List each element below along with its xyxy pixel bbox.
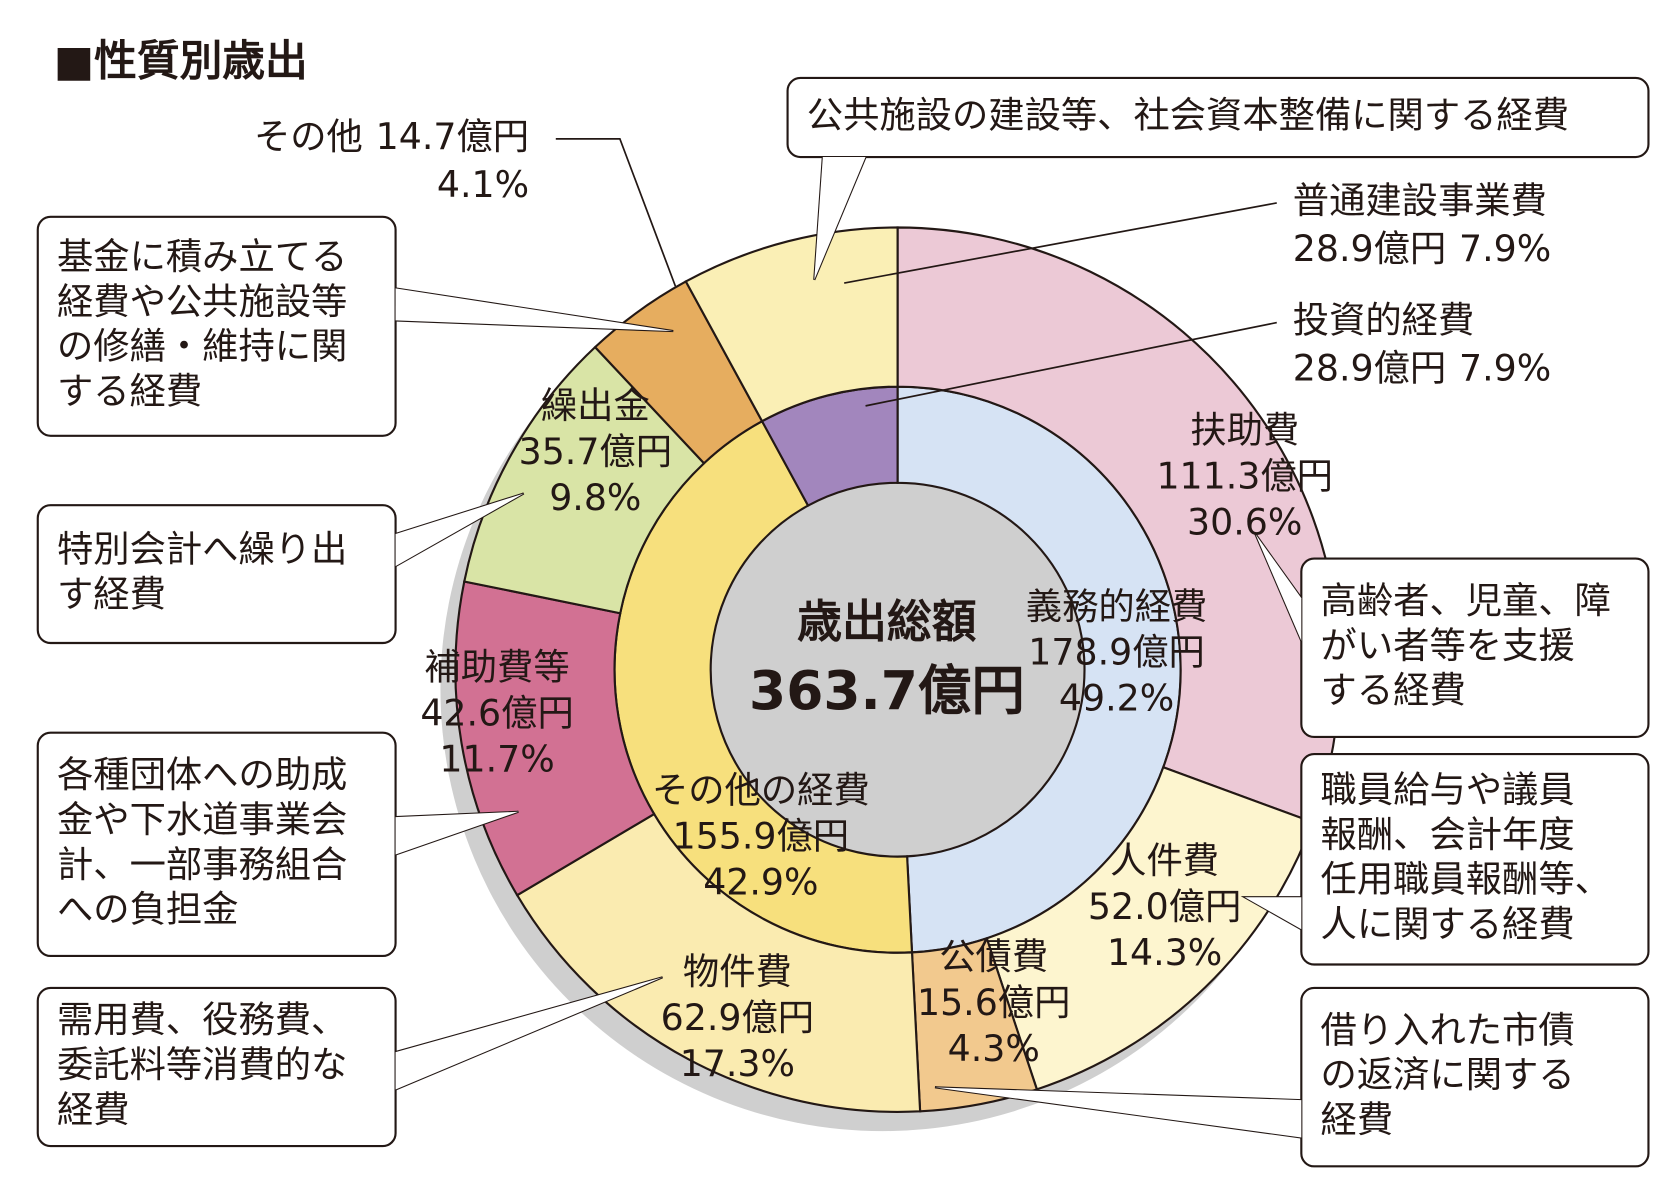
- category-label: その他の経費: [652, 769, 870, 812]
- leader-line: [555, 137, 677, 287]
- percent-label: 4.1%: [437, 163, 529, 206]
- category-label: 繰出金: [541, 384, 650, 427]
- callout-text: への負担金: [57, 888, 238, 931]
- value-label: 35.7億円: [519, 430, 672, 473]
- category-label: 義務的経費: [1026, 585, 1207, 628]
- percent-label: 4.3%: [948, 1027, 1040, 1070]
- value-label: 52.0億円: [1088, 885, 1241, 928]
- value-label: 155.9億円: [673, 814, 850, 857]
- leader-line: [865, 321, 1277, 407]
- value-label: 178.9億円: [1028, 631, 1205, 674]
- category-label: 補助費等: [424, 646, 569, 689]
- callout-text: 人に関する経費: [1321, 903, 1575, 946]
- callout-pointer-join: [1255, 534, 1302, 641]
- callout-text: 経費や公共施設等: [57, 280, 347, 323]
- callout-text: 借り入れた市債: [1321, 1008, 1575, 1051]
- callout-text: す経費: [57, 573, 166, 616]
- callout-text: がい者等を支援: [1321, 624, 1575, 667]
- category-label: 公債費: [939, 935, 1048, 978]
- callout-text: する経費: [57, 370, 202, 413]
- category-label: 物件費: [683, 950, 792, 993]
- category-label: その他: [254, 115, 363, 158]
- callout-text: 委託料等消費的な: [57, 1043, 347, 1086]
- callout-text: 特別会計へ繰り出: [57, 528, 347, 571]
- value-label: 111.3億円: [1156, 455, 1333, 498]
- callout-box: [1300, 753, 1650, 966]
- callout-text: 金や下水道事業会: [57, 798, 347, 841]
- percent-label: 42.9%: [703, 860, 818, 903]
- callout-pointer-join: [934, 1087, 1302, 1138]
- leader-line: [844, 202, 1277, 284]
- callout-text: 任用職員報酬等、: [1321, 858, 1611, 901]
- callout-pointer-join: [1244, 897, 1302, 930]
- category-label: 投資的経費: [1293, 299, 1474, 342]
- callout-text: 経費: [57, 1088, 130, 1131]
- total-label: 363.7億円: [749, 659, 1025, 722]
- callout-text: する経費: [1321, 669, 1466, 712]
- callout-text: 高齢者、児童、障: [1321, 579, 1611, 622]
- center-label: 歳出総額: [797, 595, 977, 648]
- callout-text: の修繕・維持に関: [57, 325, 347, 368]
- callout-box: [1300, 986, 1650, 1168]
- percent-label: 11.7%: [439, 738, 554, 781]
- value-label: 42.6億円: [420, 692, 573, 735]
- callout-text: 需用費、役務費、: [57, 998, 347, 1041]
- segment-label: その他 14.7億円: [254, 115, 529, 158]
- category-label: 普通建設事業費: [1293, 179, 1547, 222]
- callout-box: [1300, 557, 1650, 739]
- callout-text: 公共施設の建設等、社会資本整備に関する経費: [807, 93, 1569, 136]
- callout-box: [786, 76, 1650, 159]
- donut-segment: [515, 812, 922, 1113]
- value-label: 28.9億円: [1293, 227, 1446, 270]
- callout-text: 職員給与や議員: [1321, 768, 1575, 811]
- percent-label: 7.9%: [1459, 227, 1551, 270]
- percent-label: 14.3%: [1107, 931, 1222, 974]
- callout-box: [36, 215, 397, 437]
- category-label: 扶助費: [1190, 409, 1299, 452]
- segment-value: 28.9億円 7.9%: [1293, 227, 1551, 270]
- callout-text: 経費: [1321, 1098, 1394, 1141]
- segment-value: 28.9億円 7.9%: [1293, 347, 1551, 390]
- callout-box: [36, 504, 397, 645]
- percent-label: 30.6%: [1187, 500, 1302, 543]
- percent-label: 9.8%: [549, 476, 641, 519]
- donut-segment: [684, 226, 899, 423]
- value-label: 15.6億円: [917, 981, 1070, 1024]
- callout-text: の返済に関する: [1321, 1053, 1575, 1096]
- chart-title: ■性質別歳出: [54, 37, 308, 87]
- callout-text: 報酬、会計年度: [1321, 813, 1575, 856]
- callout-text: 基金に積み立てる: [57, 235, 347, 278]
- value-label: 62.9億円: [661, 996, 814, 1039]
- callout-text: 各種団体への助成: [57, 753, 347, 796]
- percent-label: 17.3%: [680, 1042, 795, 1085]
- percent-label: 49.2%: [1059, 677, 1174, 720]
- value-label: 28.9億円: [1293, 347, 1446, 390]
- percent-label: 7.9%: [1459, 347, 1551, 390]
- callout-text: 計、一部事務組合: [57, 843, 347, 886]
- category-label: 人件費: [1110, 839, 1219, 882]
- value-label: 14.7億円: [376, 115, 529, 158]
- callout-pointer-join: [814, 157, 866, 280]
